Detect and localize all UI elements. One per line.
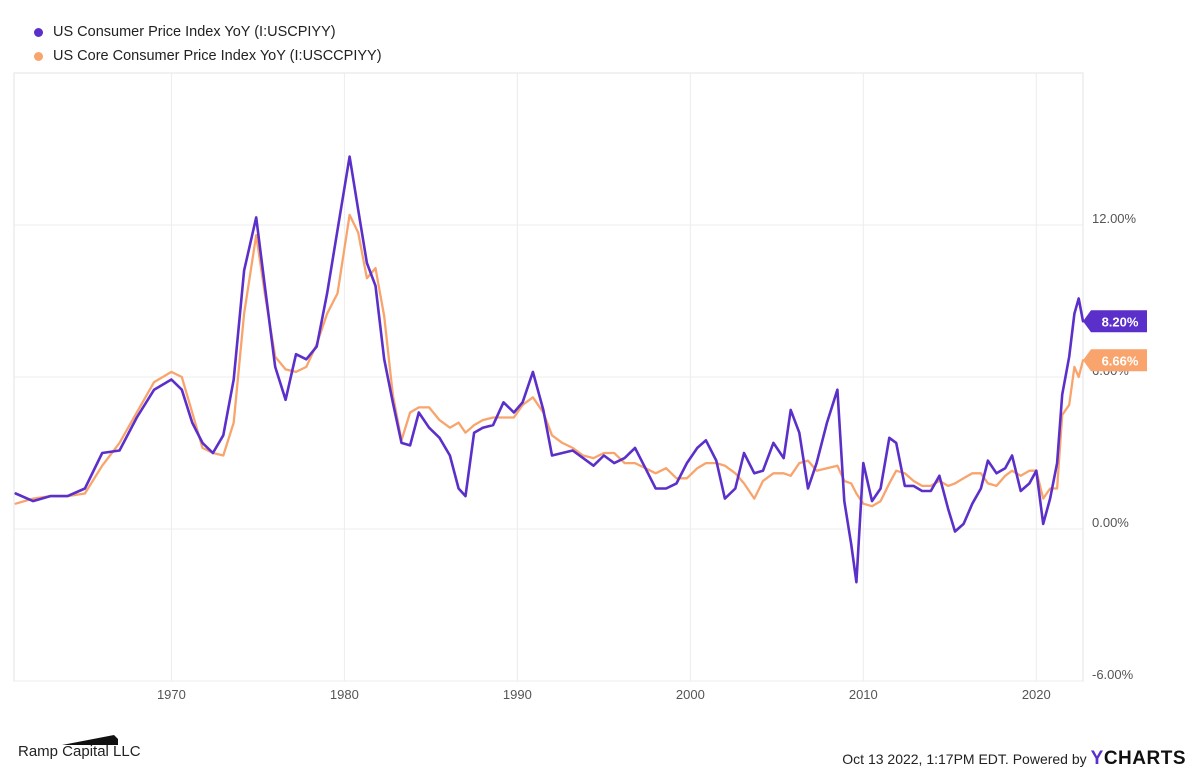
footer-date: Oct 13 2022, 1:17PM EDT. xyxy=(842,751,1009,767)
watermark: Ramp Capital LLC xyxy=(18,735,141,760)
legend: US Consumer Price Index YoY (I:USCPIYY) … xyxy=(34,20,382,68)
x-tick-label: 2010 xyxy=(849,687,878,702)
core-cpi-series-line xyxy=(14,213,1085,508)
y-tick-label: -6.00% xyxy=(1092,667,1134,682)
legend-item-cpi[interactable]: US Consumer Price Index YoY (I:USCPIYY) xyxy=(34,20,382,44)
x-tick-label: 1970 xyxy=(157,687,186,702)
legend-label-cpi: US Consumer Price Index YoY (I:USCPIYY) xyxy=(53,24,336,40)
x-tick-label: 2020 xyxy=(1022,687,1051,702)
y-tick-label: 12.00% xyxy=(1092,211,1137,226)
ycharts-logo-rest: CHARTS xyxy=(1103,748,1186,769)
last-value-label: 6.66% xyxy=(1102,353,1139,368)
x-tick-label: 1990 xyxy=(503,687,532,702)
cpi-last-value-badge: 8.20% xyxy=(1083,310,1147,333)
last-value-badge-shape xyxy=(1083,349,1147,372)
legend-dot-core-cpi xyxy=(34,51,43,61)
core-cpi-last-value-badge: 6.66% xyxy=(1083,349,1147,372)
legend-label-core-cpi: US Core Consumer Price Index YoY (I:USCC… xyxy=(53,48,382,64)
x-tick-label: 2000 xyxy=(676,687,705,702)
footer-powered: Powered by xyxy=(1012,751,1087,767)
ycharts-logo-y: Y xyxy=(1090,748,1104,769)
ramp-logo-icon xyxy=(62,735,118,745)
ramp-logo-shape xyxy=(62,735,118,745)
watermark-text: Ramp Capital LLC xyxy=(18,743,141,760)
footer-attribution: Oct 13 2022, 1:17PM EDT. Powered by YCHA… xyxy=(842,748,1186,770)
last-value-label: 8.20% xyxy=(1102,314,1139,329)
ycharts-logo[interactable]: YCHARTS xyxy=(1091,748,1186,770)
legend-dot-cpi xyxy=(34,27,43,37)
legend-item-core-cpi[interactable]: US Core Consumer Price Index YoY (I:USCC… xyxy=(34,44,382,68)
y-tick-label: 0.00% xyxy=(1092,515,1129,530)
x-tick-label: 1980 xyxy=(330,687,359,702)
last-value-badge-shape xyxy=(1083,310,1147,333)
cpi-series-line xyxy=(14,155,1085,584)
